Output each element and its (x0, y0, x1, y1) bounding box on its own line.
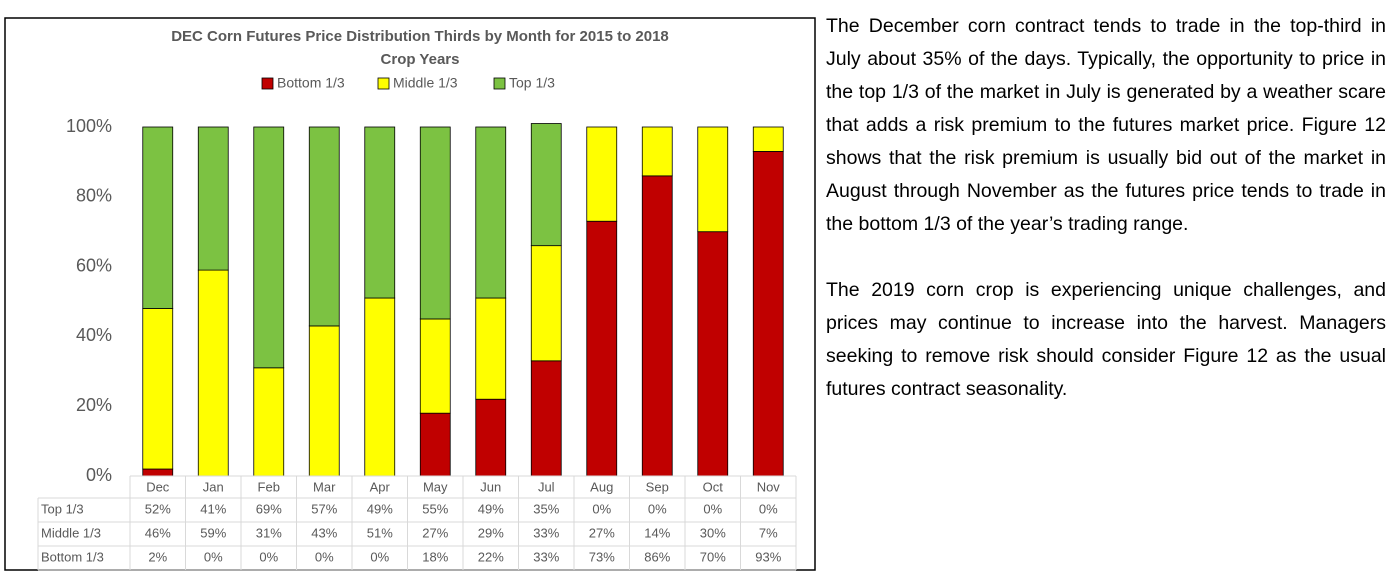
table-cell: 27% (422, 525, 448, 540)
bar-segment (364, 126, 396, 299)
x-tick-label: Apr (370, 479, 391, 494)
chart-frame (4, 17, 816, 571)
y-tick-label: 100% (66, 116, 112, 136)
table-cell: 0% (315, 549, 334, 564)
table-cell: 0% (592, 501, 611, 516)
legend-label: Middle 1/3 (393, 75, 458, 91)
bar-segment (419, 126, 451, 320)
table-cell: 14% (644, 525, 670, 540)
table-cell: 41% (200, 501, 226, 516)
table-cell: 43% (311, 525, 337, 540)
table-cell: 86% (644, 549, 670, 564)
y-tick-label: 0% (86, 465, 112, 485)
bar-segment (364, 297, 396, 477)
paragraph: The 2019 corn crop is experiencing uniqu… (826, 279, 1386, 400)
table-cell: 0% (759, 501, 778, 516)
table-row-label: Middle 1/3 (41, 525, 101, 540)
bar-segment (142, 308, 174, 470)
x-tick-label: May (423, 479, 448, 494)
bar-segment (530, 123, 562, 247)
table-cell: 49% (367, 501, 393, 516)
table-cell: 29% (478, 525, 504, 540)
chart-subtitle: Crop Years (381, 51, 460, 68)
x-tick-label: Jun (480, 479, 501, 494)
bar-segment (475, 297, 507, 400)
table-cell: 0% (204, 549, 223, 564)
table-cell: 52% (145, 501, 171, 516)
table-cell: 59% (200, 525, 226, 540)
x-tick-label: Oct (703, 479, 724, 494)
bar-segment (586, 126, 618, 222)
bar-segment (586, 220, 618, 477)
chart-title: DEC Corn Futures Price Distribution Thir… (171, 28, 669, 45)
table-cell: 0% (648, 501, 667, 516)
table-cell: 70% (700, 549, 726, 564)
bar-segment (697, 126, 729, 233)
table-cell: 0% (370, 549, 389, 564)
table-cell: 27% (589, 525, 615, 540)
table-cell: 22% (478, 549, 504, 564)
table-cell: 31% (256, 525, 282, 540)
bar-segment (752, 126, 784, 152)
y-tick-label: 20% (76, 395, 112, 415)
x-tick-label: Nov (757, 479, 781, 494)
legend-label: Top 1/3 (509, 75, 555, 91)
chart: DEC Corn Futures Price Distribution Thir… (4, 17, 816, 571)
table-cell: 93% (755, 549, 781, 564)
x-tick-label: Mar (313, 479, 336, 494)
bar-segment (419, 412, 451, 477)
bar-segment (419, 318, 451, 414)
x-tick-label: Sep (646, 479, 669, 494)
y-tick-label: 80% (76, 186, 112, 206)
table-cell: 57% (311, 501, 337, 516)
table-row-label: Top 1/3 (41, 501, 84, 516)
bar-segment (697, 231, 729, 477)
x-tick-label: Dec (146, 479, 170, 494)
table-cell: 2% (148, 549, 167, 564)
bar-segment (197, 126, 229, 271)
x-tick-label: Aug (590, 479, 613, 494)
bar-segment (197, 269, 229, 477)
x-tick-label: Jul (538, 479, 555, 494)
table-row-label: Bottom 1/3 (41, 549, 104, 564)
y-tick-label: 60% (76, 255, 112, 275)
paragraph: The December corn contract tends to trad… (826, 15, 1386, 235)
bar-segment (475, 398, 507, 477)
bar-segment (142, 126, 174, 309)
bar-segment (752, 151, 784, 477)
x-tick-label: Jan (203, 479, 224, 494)
legend-swatch (261, 77, 274, 90)
bar-segment (308, 325, 340, 477)
legend-label: Bottom 1/3 (277, 75, 345, 91)
x-tick-label: Feb (258, 479, 280, 494)
legend-swatch (377, 77, 390, 90)
table-cell: 73% (589, 549, 615, 564)
table-cell: 33% (533, 549, 559, 564)
legend-swatch (493, 77, 506, 90)
bar-segment (253, 126, 285, 369)
bar-segment (530, 360, 562, 477)
y-tick-label: 40% (76, 325, 112, 345)
bar-segment (142, 468, 174, 477)
table-cell: 69% (256, 501, 282, 516)
bar-segment (530, 245, 562, 362)
table-cell: 33% (533, 525, 559, 540)
table-cell: 18% (422, 549, 448, 564)
bar-segment (253, 367, 285, 477)
table-cell: 51% (367, 525, 393, 540)
bar-segment (641, 175, 673, 477)
table-cell: 35% (533, 501, 559, 516)
table-cell: 0% (703, 501, 722, 516)
table-cell: 49% (478, 501, 504, 516)
table-cell: 30% (700, 525, 726, 540)
table-cell: 46% (145, 525, 171, 540)
table-cell: 0% (259, 549, 278, 564)
table-cell: 55% (422, 501, 448, 516)
bar-segment (308, 126, 340, 327)
bar-segment (641, 126, 673, 177)
table-cell: 7% (759, 525, 778, 540)
bar-segment (475, 126, 507, 299)
text-column: The December corn contract tends to trad… (826, 10, 1386, 439)
